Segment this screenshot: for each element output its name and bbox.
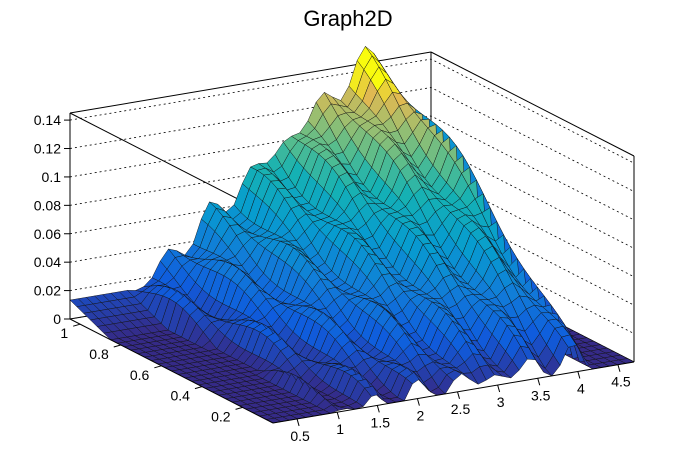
x-tick-mark — [457, 391, 460, 399]
y-tick-label: 0.4 — [170, 388, 190, 404]
chart-title: Graph2D — [303, 6, 392, 31]
x-tick-mark — [376, 405, 380, 413]
x-tick-mark — [296, 418, 300, 427]
y-tick-label: 1 — [60, 325, 68, 341]
z-axis: 0 0.02 0.04 0.06 0.08 0.1 0.12 0.14 — [34, 112, 71, 327]
y-tick-label: 0.8 — [89, 346, 109, 362]
y-tick-label: 0.6 — [130, 367, 150, 383]
surface-mesh — [69, 45, 635, 424]
y-axis-line — [69, 318, 274, 424]
y-tick-mark — [73, 323, 81, 327]
frame-edge — [430, 51, 635, 157]
x-tick-label: 3.5 — [531, 387, 551, 403]
x-tick-mark — [617, 364, 621, 372]
y-tick-mark — [113, 344, 121, 348]
x-tick-label: 1.5 — [371, 414, 391, 430]
x-tick-label: 3 — [497, 394, 505, 410]
x-tick-label: 1 — [336, 421, 344, 437]
y-tick-mark — [194, 386, 203, 390]
z-tick-label: 0.06 — [34, 226, 61, 242]
x-tick-label: 4 — [577, 380, 585, 396]
z-gridline — [69, 58, 635, 164]
x-tick-mark — [416, 398, 420, 406]
x-axis-line — [272, 361, 635, 424]
x-tick-label: 2.5 — [451, 401, 471, 417]
x-tick-mark — [537, 378, 541, 386]
z-tick-label: 0.08 — [34, 197, 61, 213]
z-gridline — [69, 115, 635, 221]
x-tick-mark — [497, 384, 501, 393]
x-tick-mark — [577, 371, 581, 379]
y-tick-label: 0.2 — [211, 408, 231, 424]
z-tick-label: 0.12 — [34, 141, 61, 157]
z-tick-label: 0 — [53, 311, 61, 327]
x-axis: 0.5 1 1.5 2 2.5 3 3.5 4 4.5 — [272, 361, 635, 444]
z-tick-label: 0.04 — [34, 254, 61, 270]
y-axis: 0.2 0.4 0.6 0.8 1 — [60, 318, 274, 424]
z-tick-label: 0.02 — [34, 283, 61, 299]
z-gridline — [69, 87, 635, 192]
y-tick-mark — [235, 406, 243, 410]
z-tick-label: 0.14 — [34, 112, 61, 128]
y-tick-mark — [154, 365, 162, 369]
x-tick-label: 0.5 — [290, 428, 310, 444]
x-tick-label: 4.5 — [611, 374, 631, 390]
x-tick-label: 2 — [417, 408, 425, 424]
z-tick-label: 0.1 — [42, 169, 62, 185]
x-tick-mark — [336, 412, 340, 420]
